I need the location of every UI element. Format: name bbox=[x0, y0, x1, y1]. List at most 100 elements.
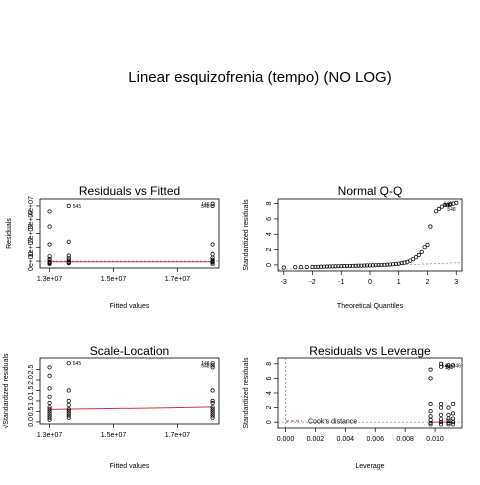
x-tick-label: 1.5e+07 bbox=[101, 432, 127, 439]
data-point bbox=[393, 261, 398, 267]
y-tick-label: 4 bbox=[266, 391, 273, 395]
plot-frame bbox=[39, 357, 220, 425]
data-point bbox=[448, 202, 453, 207]
y-tick-label: 4 bbox=[266, 232, 273, 236]
data-point bbox=[210, 405, 215, 410]
y-tick-label: 2 bbox=[266, 248, 273, 252]
data-point bbox=[439, 412, 444, 417]
y-axis-label: √Standardized residuals bbox=[2, 353, 10, 429]
data-point bbox=[210, 203, 215, 208]
qq-reference-line bbox=[277, 262, 463, 270]
data-point bbox=[66, 415, 71, 420]
data-point bbox=[210, 388, 215, 393]
data-point bbox=[428, 224, 433, 229]
x-tick-label: 0.008 bbox=[396, 436, 414, 443]
y-axis-label: Standardized residuals bbox=[243, 357, 250, 429]
data-point bbox=[66, 253, 71, 258]
data-point bbox=[210, 261, 215, 266]
data-point bbox=[47, 405, 52, 410]
data-point bbox=[210, 407, 215, 412]
y-tick-label: 1e+07 bbox=[28, 237, 35, 257]
x-axis-label: Fitted values bbox=[110, 303, 150, 310]
data-point bbox=[313, 264, 318, 269]
data-point bbox=[428, 409, 433, 414]
y-tick-label: 0.5 bbox=[28, 406, 35, 416]
y-tick-label: 0 bbox=[266, 263, 273, 267]
data-point bbox=[210, 415, 215, 420]
panel-title: Normal Q-Q bbox=[338, 184, 403, 198]
data-point bbox=[439, 417, 444, 422]
x-tick-label: 0.004 bbox=[337, 436, 355, 443]
data-point bbox=[446, 422, 451, 427]
panel-title: Scale-Location bbox=[90, 344, 169, 358]
y-tick-label: 2e+07 bbox=[28, 224, 35, 244]
data-point bbox=[210, 413, 215, 418]
data-point bbox=[47, 261, 52, 266]
data-point bbox=[362, 263, 367, 268]
data-point bbox=[47, 254, 52, 259]
x-tick-label: 1.3e+07 bbox=[37, 276, 63, 283]
data-point bbox=[434, 209, 439, 214]
x-tick-label: 1.7e+07 bbox=[165, 276, 191, 283]
data-point bbox=[388, 262, 393, 267]
data-point bbox=[339, 264, 344, 269]
data-point bbox=[411, 257, 416, 262]
data-point bbox=[210, 409, 215, 414]
data-point bbox=[446, 420, 451, 425]
point-label: 548 bbox=[201, 204, 210, 210]
data-point bbox=[66, 398, 71, 404]
x-tick-label: 1.3e+07 bbox=[37, 432, 63, 439]
point-label: 548 bbox=[445, 365, 454, 371]
data-point bbox=[47, 411, 52, 416]
data-point bbox=[333, 264, 338, 269]
y-tick-label: 0e+00 bbox=[28, 251, 35, 271]
panel-1: Residuals vs Fitted 1.3e+07 1.5e+07 1.7e+07… bbox=[6, 184, 220, 310]
data-point bbox=[439, 420, 444, 425]
data-point bbox=[47, 242, 52, 247]
data-point bbox=[446, 412, 451, 417]
x-tick-label: 0.002 bbox=[307, 436, 325, 443]
data-point bbox=[446, 405, 451, 410]
data-point bbox=[439, 364, 444, 369]
data-point bbox=[210, 398, 215, 404]
data-point bbox=[281, 265, 286, 270]
y-tick-label: 4e+07 bbox=[28, 196, 35, 216]
data-point bbox=[47, 209, 52, 214]
data-point bbox=[47, 394, 52, 399]
data-point bbox=[210, 365, 215, 370]
y-axis-label: Residuals bbox=[6, 218, 13, 249]
data-point bbox=[66, 361, 71, 366]
data-point bbox=[47, 400, 52, 406]
data-point bbox=[373, 263, 378, 268]
plot-frame bbox=[277, 357, 463, 429]
panel-title: Residuals vs Leverage bbox=[309, 344, 431, 358]
x-tick-label: 1 bbox=[397, 279, 401, 286]
x-axis-label: Leverage bbox=[355, 463, 384, 470]
data-point bbox=[365, 263, 370, 268]
data-point bbox=[47, 224, 52, 229]
data-point bbox=[330, 264, 335, 269]
data-point bbox=[66, 203, 71, 208]
data-point bbox=[47, 407, 52, 412]
data-point bbox=[47, 386, 52, 391]
y-tick-label: 6 bbox=[266, 376, 273, 380]
data-point bbox=[382, 262, 387, 267]
data-point bbox=[327, 264, 332, 269]
point-label: 548 bbox=[201, 363, 210, 369]
data-point bbox=[47, 415, 52, 420]
y-tick-label: 1.0 bbox=[28, 396, 35, 406]
data-point bbox=[450, 422, 456, 427]
data-point bbox=[47, 413, 52, 418]
data-point bbox=[66, 388, 71, 393]
data-point bbox=[428, 417, 433, 423]
data-point bbox=[210, 252, 215, 257]
data-point bbox=[47, 373, 52, 378]
data-point bbox=[66, 261, 71, 266]
point-label: 545 bbox=[73, 361, 82, 367]
point-label: 146 bbox=[453, 363, 462, 369]
data-point bbox=[422, 245, 427, 250]
data-point bbox=[66, 258, 71, 263]
data-point bbox=[356, 263, 361, 268]
data-point bbox=[353, 263, 358, 268]
point-label: 146 bbox=[201, 202, 210, 208]
